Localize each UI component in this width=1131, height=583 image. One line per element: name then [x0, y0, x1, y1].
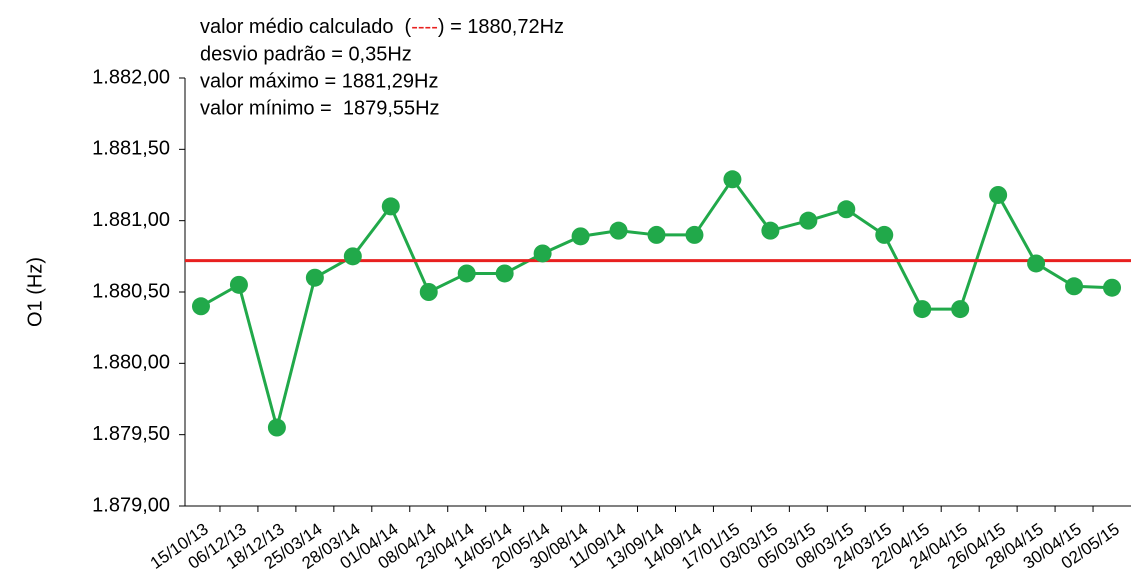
data-point: [457, 264, 476, 283]
data-point: [647, 225, 666, 244]
y-tick-label: 1.881,00: [92, 209, 170, 231]
annotation: valor mínimo = 1879,55Hz: [200, 97, 440, 119]
data-point: [837, 200, 856, 219]
data-point: [609, 221, 628, 240]
y-tick-label: 1.880,00: [92, 352, 170, 374]
data-point: [1103, 278, 1122, 297]
data-point: [685, 225, 704, 244]
series-line: [200, 176, 1113, 434]
annotation: desvio padrão = 0,35Hz: [200, 43, 412, 65]
y-tick-label: 1.881,50: [92, 138, 170, 160]
annotation: valor máximo = 1881,29Hz: [200, 70, 438, 92]
data-point: [1065, 277, 1084, 296]
data-point: [875, 225, 894, 244]
annotation-part: ----: [411, 16, 438, 38]
y-axis-label: O1 (Hz): [24, 257, 46, 327]
y-tick-label: 1.879,00: [92, 494, 170, 516]
data-point: [419, 283, 438, 301]
data-point: [305, 268, 324, 287]
data-point: [343, 247, 362, 266]
data-point: [723, 170, 742, 189]
annotation-part: valor médio calculado (: [200, 16, 412, 38]
annotation-part: ) = 1880,72Hz: [438, 16, 564, 38]
data-point: [913, 300, 932, 319]
annotation: valor médio calculado (----) = 1880,72Hz: [200, 16, 564, 38]
data-point: [495, 264, 514, 283]
data-point: [1027, 254, 1046, 273]
data-point: [267, 418, 286, 437]
data-point: [381, 197, 400, 216]
y-tick-label: 1.880,50: [92, 280, 170, 302]
data-point: [951, 300, 970, 319]
data-point: [799, 211, 818, 230]
y-tick-label: 1.882,00: [92, 66, 170, 88]
data-point: [229, 275, 248, 294]
y-tick-label: 1.879,50: [92, 423, 170, 445]
data-point: [533, 244, 552, 263]
data-point: [989, 185, 1008, 204]
data-point: [571, 227, 590, 246]
data-point: [191, 297, 210, 316]
data-point: [761, 221, 780, 240]
